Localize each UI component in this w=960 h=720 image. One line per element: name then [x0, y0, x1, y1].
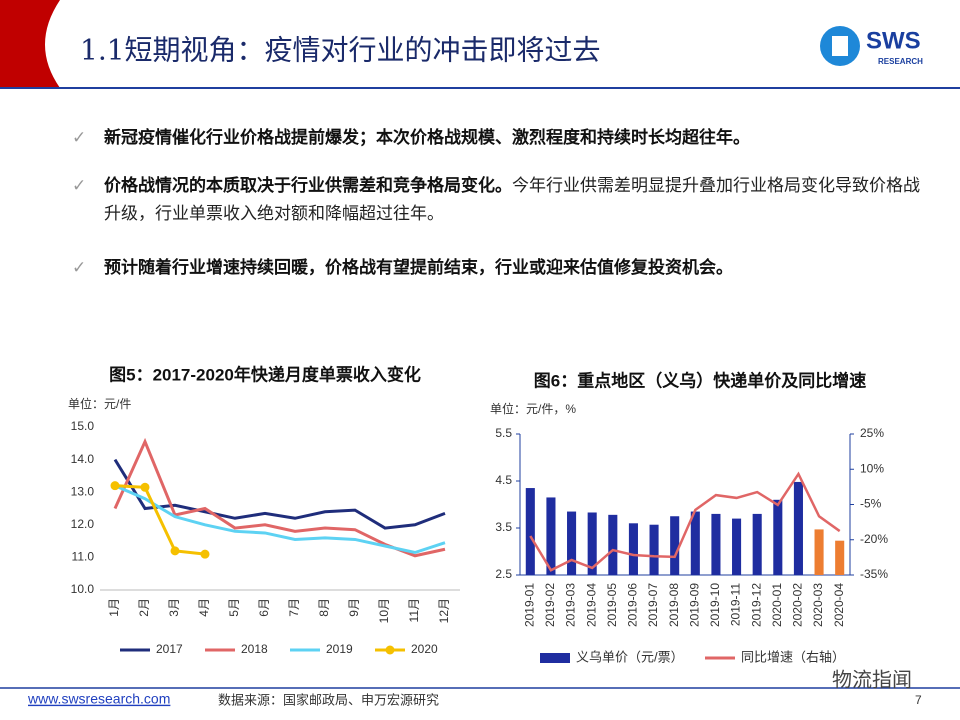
bullet-bold: 预计随着行业增速持续回暖，价格战有望提前结束，行业或迎来估值修复投资机会。: [104, 258, 733, 277]
bar: [649, 524, 659, 575]
legend-label: 2019: [326, 642, 353, 656]
y2-tick-label: -5%: [860, 497, 882, 511]
logo-sub: RESEARCH: [878, 57, 923, 66]
x-tick-label: 3月: [167, 598, 181, 617]
bar: [793, 481, 803, 575]
y2-tick-label: 10%: [860, 461, 884, 475]
series-marker: [200, 549, 210, 559]
bar: [835, 540, 845, 575]
x-tick-label: 2019-09: [687, 583, 701, 627]
y2-tick-label: -20%: [860, 532, 888, 546]
y-tick-label: 14.0: [71, 452, 95, 466]
y-tick-label: 13.0: [71, 484, 95, 498]
x-tick-label: 11月: [407, 598, 421, 622]
y-tick-label: 11.0: [72, 550, 95, 564]
bar: [732, 518, 742, 575]
x-tick-label: 1月: [107, 598, 121, 617]
x-tick-label: 2019-02: [543, 583, 557, 627]
y2-tick-label: -35%: [860, 567, 888, 581]
x-tick-label: 2019-04: [584, 583, 598, 627]
footer-source: 数据来源：国家邮政局、申万宏源研究: [218, 692, 439, 707]
legend-label: 同比增速（右轴）: [741, 649, 845, 664]
bullet-bold: 新冠疫情催化行业价格战提前爆发；本次价格战规模、激烈程度和持续时长均超往年。: [104, 128, 750, 147]
y-tick-label: 10.0: [71, 582, 95, 596]
legend-marker: [385, 645, 395, 655]
chart-title: 图6：重点地区（义乌）快递单价及同比增速: [534, 370, 866, 390]
bar: [525, 488, 535, 575]
x-tick-label: 5月: [227, 598, 241, 617]
bullet-bold: 价格战情况的本质取决于行业供需差和竞争格局变化。: [104, 176, 512, 195]
logo-text: SWS: [866, 27, 921, 54]
bullet: ✓ 新冠疫情催化行业价格战提前爆发；本次价格战规模、激烈程度和持续时长均超往年。: [72, 128, 750, 147]
series-line: [113, 458, 446, 530]
legend-label: 2020: [411, 642, 438, 656]
x-tick-label: 2019-08: [667, 583, 681, 627]
bar: [546, 497, 556, 575]
series-line: [113, 437, 446, 558]
x-tick-label: 2020-03: [811, 583, 825, 627]
x-tick-label: 2019-07: [646, 583, 660, 627]
bar: [752, 513, 762, 575]
page-number: 7: [915, 693, 922, 707]
x-tick-label: 2020-01: [770, 583, 784, 627]
x-tick-label: 2019-11: [729, 583, 743, 626]
bar: [567, 511, 577, 575]
x-tick-label: 4月: [197, 598, 211, 617]
series-line: [114, 484, 446, 555]
bar: [608, 514, 618, 575]
y-tick-label: 12.0: [71, 517, 95, 531]
unit-label: 单位：元/件，%: [490, 401, 576, 416]
series-marker: [170, 546, 180, 556]
legend-swatch: [540, 653, 570, 663]
series-marker: [110, 481, 120, 491]
x-tick-label: 6月: [257, 598, 271, 617]
bar: [628, 523, 638, 575]
x-tick-label: 2020-04: [832, 583, 846, 627]
y-tick-label: 4.5: [495, 473, 512, 487]
x-tick-label: 2019-03: [564, 583, 578, 627]
series-line: [529, 471, 841, 572]
bar: [773, 499, 783, 575]
y-tick-label: 5.5: [495, 426, 512, 440]
legend-label: 义乌单价（元/票）: [576, 649, 684, 664]
watermark: 物流指闻: [832, 668, 912, 691]
logo-icon-inner: [832, 36, 848, 56]
x-tick-label: 12月: [437, 598, 451, 623]
x-tick-label: 2019-06: [626, 583, 640, 627]
series-marker: [140, 482, 150, 492]
slide-title: 1.1短期视角：疫情对行业的冲击即将过去: [80, 34, 601, 67]
bullet-text: 今年行业供需差明显提升叠加行业格局变化导致价格战升级，行业单票收入绝对额和降幅超…: [104, 176, 920, 223]
x-tick-label: 2019-01: [522, 583, 536, 627]
title-wedge: [0, 0, 60, 88]
y-tick-label: 2.5: [495, 567, 512, 581]
bar: [690, 511, 700, 575]
footer-url[interactable]: www.swsresearch.com: [27, 691, 170, 707]
x-tick-label: 2020-02: [791, 583, 805, 627]
chart-title: 图5：2017-2020年快递月度单票收入变化: [109, 364, 421, 384]
x-tick-label: 2019-05: [605, 583, 619, 627]
bar: [587, 512, 597, 575]
x-tick-label: 2019-10: [708, 583, 722, 627]
x-tick-label: 2019-12: [749, 583, 763, 627]
bullet: ✓ 预计随着行业增速持续回暖，价格战有望提前结束，行业或迎来估值修复投资机会。: [72, 258, 733, 277]
x-tick-label: 9月: [347, 598, 361, 617]
x-tick-label: 10月: [377, 598, 391, 623]
y2-tick-label: 25%: [860, 426, 884, 440]
x-tick-label: 8月: [317, 598, 331, 617]
bar: [711, 513, 721, 575]
legend-label: 2017: [156, 642, 183, 656]
x-tick-label: 2月: [137, 598, 151, 617]
unit-label: 单位：元/件: [68, 396, 131, 411]
series-line: [114, 484, 206, 556]
bar: [814, 529, 824, 575]
bullet: ✓ 价格战情况的本质取决于行业供需差和竞争格局变化。今年行业供需差明显提升叠加行业…: [72, 176, 920, 223]
bar: [670, 516, 680, 575]
legend-label: 2018: [241, 642, 268, 656]
y-tick-label: 3.5: [495, 520, 512, 534]
y-tick-label: 15.0: [71, 419, 95, 433]
x-tick-label: 7月: [287, 598, 301, 617]
